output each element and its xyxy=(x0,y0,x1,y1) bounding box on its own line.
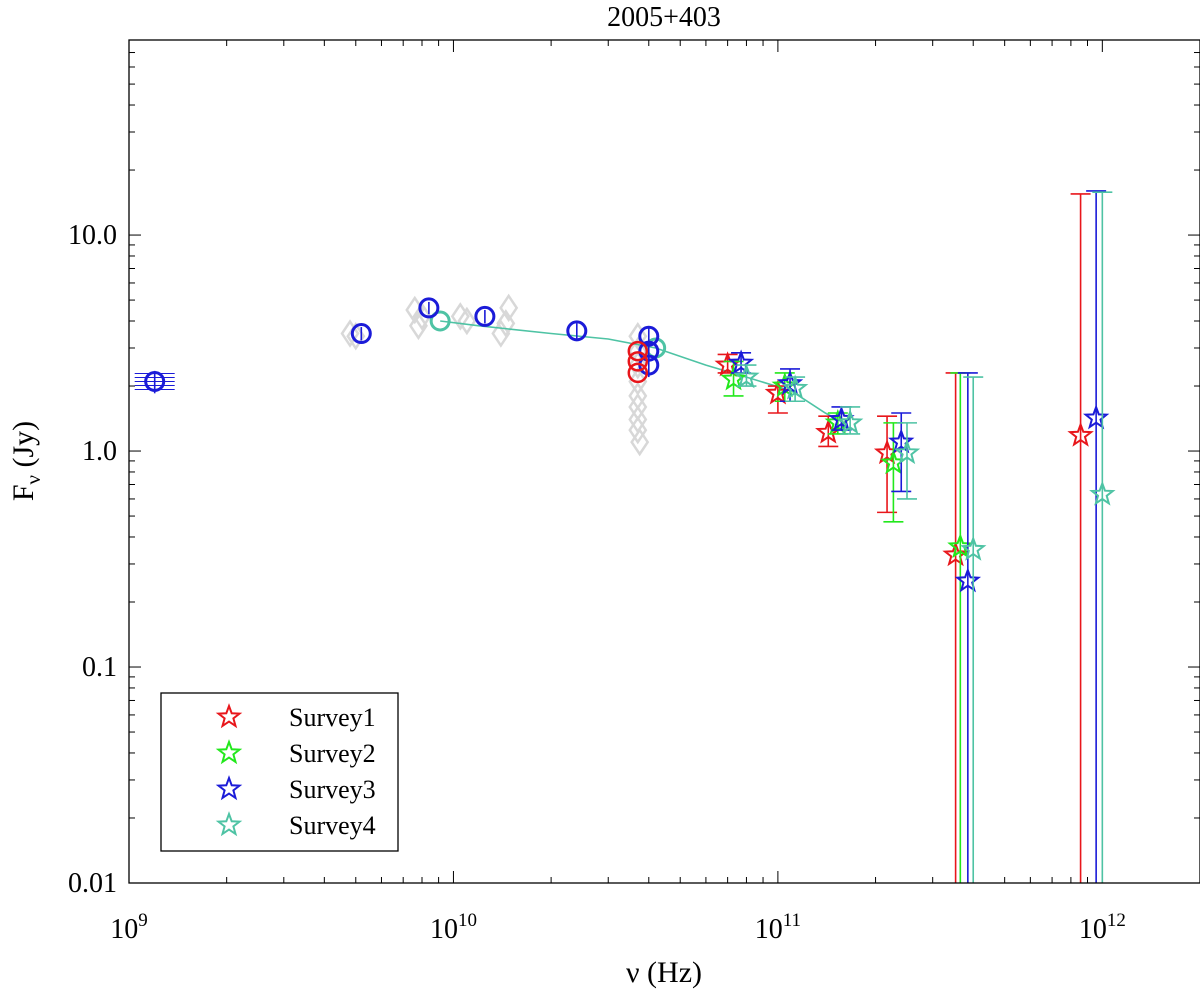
star-point-survey3 xyxy=(1082,404,1110,430)
measured-point xyxy=(474,305,496,327)
archival-point xyxy=(457,306,477,336)
survey-series xyxy=(714,190,1116,883)
y-tick-label: 10.0 xyxy=(68,220,117,251)
archival-point xyxy=(628,415,648,445)
legend-box xyxy=(160,692,399,852)
measured-points xyxy=(134,297,660,394)
legend: Survey1 Survey2 Survey3 Survey4 xyxy=(160,692,399,852)
legend-label-survey2: Survey2 xyxy=(289,739,376,768)
archival-point xyxy=(408,311,428,341)
x-tick-label-exponent: 12 xyxy=(1107,910,1126,931)
y-axis-label-main: F xyxy=(7,484,40,501)
y-tick-label: 0.1 xyxy=(82,652,117,683)
legend-marker-survey1 xyxy=(215,703,243,729)
red-circle-point xyxy=(627,362,649,384)
tick-marks xyxy=(128,39,1200,884)
star-point-survey3 xyxy=(727,349,755,375)
measured-point xyxy=(566,320,588,342)
x-tick-label-base: 10 xyxy=(110,914,138,945)
legend-label-survey1: Survey1 xyxy=(289,703,376,732)
red-circle-point xyxy=(627,340,649,362)
star-point-survey4 xyxy=(836,409,864,435)
archival-point xyxy=(496,309,516,338)
measured-point xyxy=(418,297,440,319)
x-tick-label-exponent: 10 xyxy=(458,910,477,931)
y-tick-label: 1.0 xyxy=(82,436,117,467)
legend-marker-survey4 xyxy=(215,811,243,837)
star-point-survey1 xyxy=(942,541,969,567)
star-point-survey2 xyxy=(720,365,747,391)
archival-point xyxy=(499,293,519,323)
x-tick-label-base: 10 xyxy=(755,914,783,945)
star-point-survey4 xyxy=(781,374,809,400)
x-tick-label: 1011 xyxy=(755,910,801,945)
archival-point xyxy=(628,350,648,380)
x-axis-label: ν (Hz) xyxy=(626,956,702,989)
archival-point xyxy=(628,321,648,351)
x-tick-label-base: 10 xyxy=(1079,914,1107,945)
y-axis-label-sub: ν xyxy=(21,475,45,485)
legend-label-survey4: Survey4 xyxy=(289,811,376,840)
x-tick-label: 109 xyxy=(110,910,148,945)
legend-marker-survey2 xyxy=(215,739,243,765)
y-axis-label: Fν (Jy) xyxy=(7,421,45,501)
y-tick-label: 0.01 xyxy=(68,868,117,899)
archival-points xyxy=(340,293,650,457)
plot-area-frame xyxy=(128,39,1200,884)
archival-point xyxy=(630,427,650,457)
y-axis-label-unit: (Jy) xyxy=(7,421,40,475)
red-circle-point xyxy=(627,351,649,372)
x-tick-label: 1010 xyxy=(430,910,477,945)
star-point-survey1 xyxy=(764,379,791,405)
x-tick-label-base: 10 xyxy=(430,914,458,945)
model-marker xyxy=(429,310,451,332)
star-point-survey3 xyxy=(888,428,915,454)
model-line xyxy=(440,320,845,424)
archival-point xyxy=(340,319,360,348)
star-point-survey4 xyxy=(893,439,921,465)
x-tick-label-exponent: 11 xyxy=(783,910,801,931)
legend-marker-survey3 xyxy=(215,775,243,801)
star-point-survey4 xyxy=(1089,480,1116,506)
x-tick-label: 1012 xyxy=(1079,910,1126,945)
measured-point xyxy=(350,323,372,345)
x-tick-label-exponent: 9 xyxy=(138,910,148,931)
star-point-survey1 xyxy=(1067,421,1094,447)
archival-point xyxy=(412,302,432,331)
chart-title: 2005+403 xyxy=(607,2,721,33)
star-point-survey3 xyxy=(954,567,982,593)
star-point-survey4 xyxy=(733,363,760,389)
star-point-survey4 xyxy=(960,535,987,561)
legend-label-survey3: Survey3 xyxy=(289,775,376,804)
archival-point xyxy=(491,319,511,348)
